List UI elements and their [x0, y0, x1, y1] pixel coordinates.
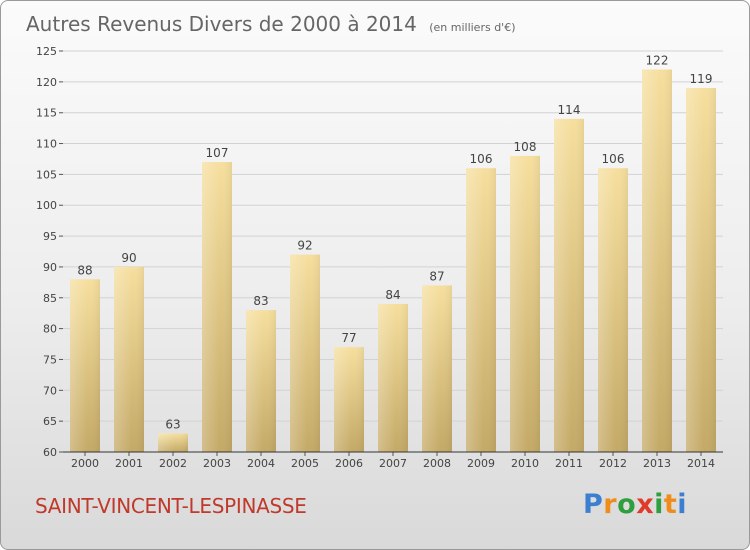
x-tick-label: 2010: [511, 457, 539, 470]
x-tick-label: 2003: [203, 457, 231, 470]
x-tick-label: 2000: [71, 457, 99, 470]
bars: [70, 69, 716, 453]
y-tick-label: 115: [36, 107, 57, 120]
bar-shading: [334, 347, 364, 452]
bar-value-label: 92: [297, 239, 312, 253]
chart-title-unit: (en milliers d'€): [429, 21, 515, 34]
bar-shading: [70, 279, 100, 452]
bar-shading: [246, 310, 276, 452]
bar-shading: [422, 285, 452, 452]
y-tick-label: 110: [36, 138, 57, 151]
bar-value-label: 90: [121, 251, 136, 265]
y-tick-label: 70: [43, 384, 57, 397]
bar-value-label: 106: [602, 152, 625, 166]
bar-value-label: 122: [646, 54, 669, 68]
logo-letter: P: [583, 489, 604, 520]
x-tick-label: 2005: [291, 457, 319, 470]
bar-value-label: 84: [385, 288, 400, 302]
bar-shading: [158, 433, 188, 452]
bar-value-label: 119: [690, 72, 713, 86]
x-tick-label: 2011: [555, 457, 583, 470]
bar-shading: [290, 254, 320, 452]
x-tick-label: 2014: [687, 457, 715, 470]
bar-shading: [598, 168, 628, 452]
logo-letter: x: [636, 489, 655, 520]
y-tick-label: 95: [43, 230, 57, 243]
bar-value-label: 107: [206, 146, 229, 160]
location-name: SAINT-VINCENT-LESPINASSE: [35, 494, 307, 518]
x-axis-ticks: 2000 2001 2002 2003 2004 2005 2006 2007 2008 2009…: [71, 452, 715, 470]
chart-title-main: Autres Revenus Divers de 2000 à 2014: [26, 12, 417, 36]
value-labels: 88 90 63 107 83 92 77 84 87 106 108 114 106 122 119: [77, 54, 712, 432]
x-tick-label: 2008: [423, 457, 451, 470]
bar-shading: [686, 88, 716, 452]
bar-value-label: 83: [253, 294, 268, 308]
y-axis-ticks: 60 65 70 75 80 85 90 95 100 105 110 115 120 125: [36, 45, 63, 459]
bar-value-label: 88: [77, 263, 92, 277]
bar-value-label: 87: [429, 269, 444, 283]
y-tick-label: 85: [43, 292, 57, 305]
x-tick-label: 2006: [335, 457, 363, 470]
y-tick-label: 65: [43, 415, 57, 428]
logo-letter: r: [603, 489, 618, 520]
bar-value-label: 108: [514, 140, 537, 154]
y-tick-label: 105: [36, 168, 57, 181]
bar-value-label: 106: [470, 152, 493, 166]
bar-shading: [554, 118, 584, 452]
y-tick-label: 90: [43, 261, 57, 274]
logo-letter: o: [617, 489, 637, 520]
proxiti-logo: Proxiti: [583, 489, 687, 520]
bar-shading: [378, 303, 408, 452]
bar-shading: [466, 168, 496, 452]
logo-letter: i: [677, 489, 688, 520]
bar-value-label: 77: [341, 331, 356, 345]
x-tick-label: 2009: [467, 457, 495, 470]
y-tick-label: 75: [43, 353, 57, 366]
y-tick-label: 125: [36, 45, 57, 58]
bar-shading: [510, 155, 540, 452]
bar-value-label: 63: [165, 417, 180, 431]
y-tick-label: 60: [43, 446, 57, 459]
bar-shading: [114, 266, 144, 452]
logo-letter: t: [663, 489, 678, 520]
x-tick-label: 2012: [599, 457, 627, 470]
x-tick-label: 2013: [643, 457, 671, 470]
x-tick-label: 2007: [379, 457, 407, 470]
y-tick-label: 100: [36, 199, 57, 212]
bar-shading: [202, 162, 232, 453]
logo-letter: i: [654, 489, 664, 520]
bar-value-label: 114: [558, 103, 581, 117]
y-tick-label: 120: [36, 76, 57, 89]
chart-title: Autres Revenus Divers de 2000 à 2014 (en…: [26, 12, 516, 36]
x-tick-label: 2004: [247, 457, 275, 470]
x-tick-label: 2002: [159, 457, 187, 470]
bar-shading: [642, 69, 672, 452]
x-tick-label: 2001: [115, 457, 143, 470]
y-tick-label: 80: [43, 323, 57, 336]
